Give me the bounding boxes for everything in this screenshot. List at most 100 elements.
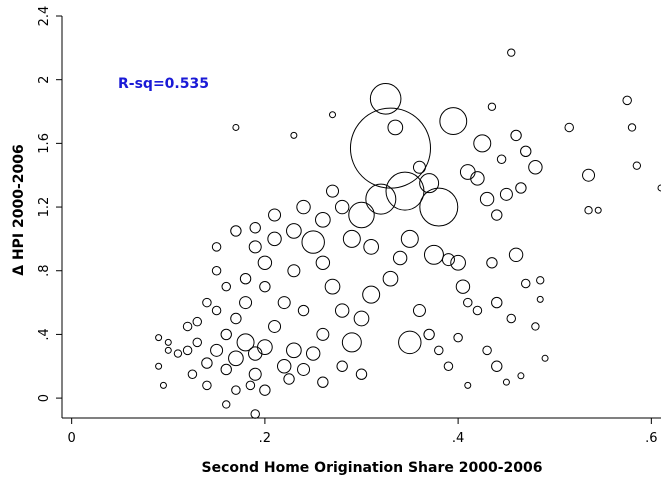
bubble	[582, 168, 596, 182]
bubble	[326, 184, 340, 198]
bubble	[536, 276, 545, 285]
bubble	[316, 327, 330, 341]
bubble	[334, 199, 350, 215]
bubble	[286, 342, 302, 359]
bubble	[155, 362, 163, 370]
y-tick-label: 1.6	[37, 133, 52, 154]
bubble	[520, 145, 532, 158]
bubble	[222, 400, 231, 409]
bubble	[239, 272, 252, 285]
bubble	[491, 296, 503, 309]
bubble	[443, 361, 454, 372]
bubble	[232, 123, 240, 131]
y-axis-label: Δ HPI 2000-2006	[11, 144, 27, 276]
bubble	[520, 278, 531, 289]
bubble	[499, 187, 513, 201]
bubble	[441, 253, 455, 267]
bubble	[277, 296, 291, 310]
bubble	[301, 230, 325, 254]
x-tick-label: .6	[645, 431, 657, 446]
bubble	[341, 332, 362, 353]
bubble	[439, 107, 468, 135]
bubble	[315, 211, 331, 228]
bubble	[423, 328, 435, 341]
bubble	[230, 225, 242, 237]
bubble	[221, 281, 231, 292]
y-tick-label: 1.2	[37, 197, 52, 218]
bubble	[510, 129, 522, 142]
bubble	[230, 312, 242, 325]
bubble	[627, 123, 637, 132]
bubble	[317, 376, 329, 388]
bubble	[211, 265, 222, 276]
bubble	[400, 229, 419, 248]
bubble	[536, 295, 544, 303]
bubble	[259, 384, 271, 396]
bubble	[419, 187, 459, 227]
bubble	[297, 362, 311, 376]
bubble	[283, 373, 295, 385]
bubble	[202, 380, 212, 391]
bubble	[236, 333, 255, 352]
bubble	[286, 223, 302, 239]
bubble	[192, 337, 203, 348]
bubble	[487, 102, 497, 111]
bubble	[297, 304, 310, 317]
bubble	[187, 369, 198, 379]
bubble	[385, 171, 425, 211]
y-tick-label: 2	[37, 76, 52, 84]
bubble	[192, 316, 203, 327]
bubble	[508, 247, 524, 263]
bubble	[248, 346, 263, 361]
bubble	[482, 345, 492, 356]
bubble	[479, 191, 495, 207]
bubble	[259, 280, 271, 293]
bubble	[473, 134, 492, 153]
bubble	[365, 183, 397, 215]
y-tick-label: 0	[37, 394, 52, 402]
bubble	[257, 339, 273, 356]
bubble	[584, 206, 593, 215]
bubble	[348, 201, 375, 229]
bubble	[463, 297, 473, 308]
bubble	[268, 208, 282, 222]
bubble	[210, 343, 224, 357]
bubble	[202, 297, 212, 308]
bubble	[541, 354, 549, 362]
bubble	[342, 229, 361, 248]
bubble	[220, 328, 232, 341]
bubble	[355, 368, 368, 380]
bubble	[412, 160, 426, 174]
bubble	[231, 385, 241, 395]
bubble	[277, 359, 292, 374]
y-tick-label: .8	[37, 265, 52, 277]
bubble	[164, 346, 172, 354]
bubble	[392, 250, 408, 266]
bubble	[507, 48, 516, 57]
bubble	[329, 111, 337, 119]
bubble	[387, 119, 404, 136]
bubble	[528, 160, 543, 175]
bubble	[506, 313, 516, 324]
bubble	[434, 345, 444, 356]
bubble	[159, 381, 167, 389]
bubble	[324, 278, 341, 295]
bubble	[287, 264, 301, 278]
bubble	[228, 350, 244, 367]
bubble	[164, 338, 172, 346]
bubble	[182, 345, 193, 356]
bubble	[353, 310, 370, 327]
bubble	[250, 409, 260, 419]
bubble	[486, 257, 498, 269]
bubble	[657, 184, 661, 192]
bubble	[632, 161, 642, 170]
bubble	[248, 367, 262, 381]
bubble	[290, 131, 298, 139]
bubble	[220, 363, 232, 376]
bubble	[622, 95, 632, 106]
bubble	[268, 319, 282, 333]
bubble	[362, 285, 381, 304]
x-tick-label: .2	[259, 431, 271, 446]
x-tick-label: 0	[68, 431, 76, 446]
